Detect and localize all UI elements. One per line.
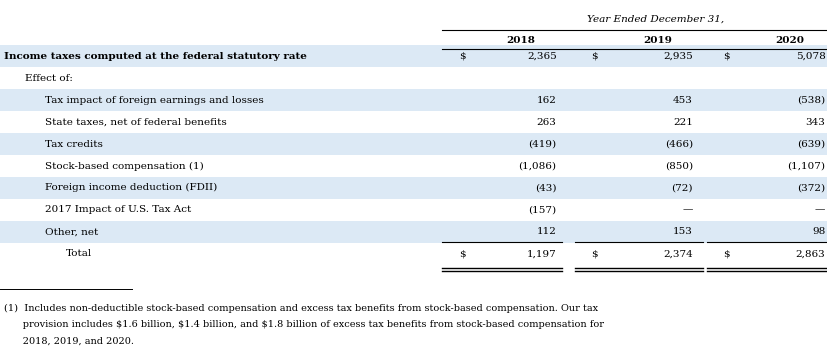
Text: Total: Total: [66, 249, 93, 258]
Text: Income taxes computed at the federal statutory rate: Income taxes computed at the federal sta…: [4, 52, 307, 61]
Text: 2018: 2018: [507, 35, 535, 45]
Text: Stock-based compensation (1): Stock-based compensation (1): [45, 161, 204, 171]
Text: (43): (43): [535, 183, 557, 192]
Bar: [0, 89, 827, 111]
Text: Other, net: Other, net: [45, 227, 98, 236]
Text: 5,078: 5,078: [796, 52, 825, 61]
Bar: [0, 177, 827, 199]
Text: 2018, 2019, and 2020.: 2018, 2019, and 2020.: [4, 337, 134, 346]
Text: $: $: [724, 52, 730, 61]
Text: 2017 Impact of U.S. Tax Act: 2017 Impact of U.S. Tax Act: [45, 205, 192, 214]
Text: (538): (538): [797, 96, 825, 105]
Text: Tax credits: Tax credits: [45, 140, 103, 149]
Bar: [0, 133, 827, 155]
Text: (372): (372): [797, 183, 825, 192]
Text: $: $: [591, 249, 598, 258]
Text: $: $: [591, 52, 598, 61]
Text: $: $: [459, 52, 466, 61]
Text: (72): (72): [672, 183, 693, 192]
Text: 98: 98: [812, 227, 825, 236]
Text: —: —: [815, 205, 825, 214]
Text: 221: 221: [673, 118, 693, 127]
Text: 2020: 2020: [775, 35, 805, 45]
Text: 343: 343: [805, 118, 825, 127]
Text: State taxes, net of federal benefits: State taxes, net of federal benefits: [45, 118, 227, 127]
Text: 2,365: 2,365: [527, 52, 557, 61]
Text: (1,107): (1,107): [787, 161, 825, 171]
Text: 153: 153: [673, 227, 693, 236]
Text: 2,374: 2,374: [663, 249, 693, 258]
Bar: [0, 221, 827, 243]
Text: 2019: 2019: [643, 35, 672, 45]
Text: (1,086): (1,086): [519, 161, 557, 171]
Text: (850): (850): [665, 161, 693, 171]
Text: —: —: [682, 205, 693, 214]
Text: (1)  Includes non-deductible stock-based compensation and excess tax benefits fr: (1) Includes non-deductible stock-based …: [4, 303, 598, 313]
Text: Tax impact of foreign earnings and losses: Tax impact of foreign earnings and losse…: [45, 96, 265, 105]
Text: provision includes $1.6 billion, $1.4 billion, and $1.8 billion of excess tax be: provision includes $1.6 billion, $1.4 bi…: [4, 321, 605, 329]
Text: 2,863: 2,863: [796, 249, 825, 258]
Text: (639): (639): [797, 140, 825, 149]
Text: 453: 453: [673, 96, 693, 105]
Bar: [0, 46, 827, 68]
Text: (466): (466): [665, 140, 693, 149]
Text: (419): (419): [528, 140, 557, 149]
Text: Foreign income deduction (FDII): Foreign income deduction (FDII): [45, 183, 218, 192]
Text: $: $: [459, 249, 466, 258]
Text: (157): (157): [528, 205, 557, 214]
Text: 162: 162: [537, 96, 557, 105]
Text: 1,197: 1,197: [527, 249, 557, 258]
Text: $: $: [724, 249, 730, 258]
Text: Year Ended December 31,: Year Ended December 31,: [587, 15, 724, 24]
Text: 2,935: 2,935: [663, 52, 693, 61]
Text: Effect of:: Effect of:: [25, 74, 73, 83]
Text: 263: 263: [537, 118, 557, 127]
Text: 112: 112: [537, 227, 557, 236]
